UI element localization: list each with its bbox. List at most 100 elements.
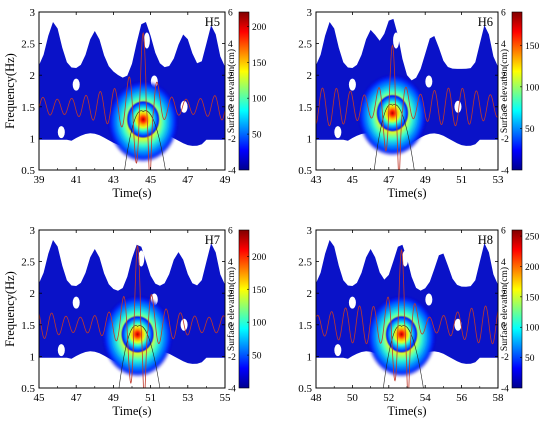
right-tick-label: 0 [501, 103, 506, 113]
y-tick-label: 2 [30, 70, 36, 82]
envelope-gap [72, 78, 80, 91]
x-tick-label: 53 [182, 392, 194, 404]
x-tick-label: 45 [34, 392, 46, 404]
plot-area [316, 18, 498, 170]
panel-label: H8 [478, 233, 493, 247]
right-tick-label: -2 [501, 135, 509, 145]
envelope-gap [393, 32, 400, 49]
envelope-gap [57, 126, 65, 139]
right-tick-label: 0 [228, 321, 233, 331]
envelope-gap [402, 250, 409, 267]
envelope-gap [334, 344, 342, 357]
right-tick-label: 4 [228, 40, 233, 50]
envelope-gap [72, 296, 80, 309]
x-axis-label: Time(s) [387, 186, 426, 200]
x-axis-label: Time(s) [112, 186, 151, 200]
energy-peak [385, 315, 418, 354]
right-tick-label: 6 [228, 9, 233, 19]
x-tick-label: 51 [145, 392, 156, 404]
colorbar [238, 229, 250, 389]
right-tick-label: -4 [501, 385, 509, 395]
right-tick-label: 6 [501, 227, 506, 237]
panel-label: H5 [205, 15, 220, 29]
envelope-gap [425, 75, 433, 88]
right-axis-label: Surface elevation(cm) [499, 267, 510, 351]
envelope-gap [425, 293, 433, 306]
x-tick-label: 58 [493, 392, 505, 404]
y-tick-label: 2.5 [298, 39, 312, 51]
y-tick-label: 1 [30, 133, 36, 145]
colorbar-tick-label: 200 [252, 253, 267, 263]
panel-h5: 39 41 43 45 47 49 0.5 1 1.5 2 2.5 3 -4 -2 0 2 4 6 Time(s) F… [3, 7, 267, 200]
x-axis-label: Time(s) [387, 404, 426, 418]
colorbar [511, 229, 523, 389]
right-axis-label: Surface elevation(cm) [226, 267, 237, 351]
envelope-gap [454, 318, 462, 331]
colorbar-tick-label: 250 [525, 233, 540, 243]
right-tick-label: 4 [228, 258, 233, 268]
y-tick-label: 0.5 [298, 165, 312, 177]
y-tick-label: 3 [30, 7, 36, 19]
plot-area [316, 240, 498, 388]
y-tick-label: 2 [30, 288, 36, 300]
x-tick-label: 48 [311, 392, 323, 404]
x-axis-label: Time(s) [112, 404, 151, 418]
panel-h8: 48 50 52 54 56 58 0.5 1 1.5 2 2.5 3 -4 -2 0 2 4 6 Time(s) S… [298, 225, 539, 418]
right-tick-label: 0 [228, 103, 233, 113]
surface-elevation-wave [316, 248, 498, 388]
right-tick-label: 6 [501, 9, 506, 19]
x-tick-label: 43 [108, 174, 120, 186]
envelope-gap [348, 78, 356, 91]
right-tick-label: -4 [228, 385, 236, 395]
surface-elevation-wave [39, 31, 225, 170]
colorbar [511, 11, 523, 171]
surface-elevation-wave [39, 244, 225, 388]
right-tick-label: -4 [228, 167, 236, 177]
envelope-gap [348, 296, 356, 309]
right-tick-label: 2 [228, 72, 233, 82]
x-tick-label: 43 [311, 174, 323, 186]
y-tick-label: 2 [307, 288, 313, 300]
right-tick-label: 4 [501, 40, 506, 50]
panel-h6: 43 45 47 49 51 53 0.5 1 1.5 2 2.5 3 -4 -2 0 2 4 6 Time(s) S… [298, 7, 539, 200]
y-tick-label: 1 [30, 351, 36, 363]
x-tick-label: 54 [420, 392, 432, 404]
panel-label: H7 [205, 233, 220, 247]
colorbar-tick-label: 150 [252, 59, 267, 69]
x-tick-label: 47 [383, 174, 395, 186]
right-axis-label: Surface elevation(cm) [499, 49, 510, 133]
x-tick-label: 49 [420, 174, 432, 186]
contour-line [118, 325, 161, 388]
y-tick-label: 2.5 [21, 257, 35, 269]
x-tick-label: 55 [220, 392, 232, 404]
plot-area [39, 22, 225, 170]
x-tick-label: 50 [347, 392, 359, 404]
contour-line [383, 325, 424, 388]
right-tick-label: 4 [501, 258, 506, 268]
panel-label: H6 [478, 15, 493, 29]
colorbar-tick-label: 100 [252, 95, 267, 105]
colorbar-tick-label: 100 [252, 319, 267, 329]
x-tick-label: 47 [71, 392, 83, 404]
x-tick-label: 49 [220, 174, 232, 186]
y-tick-label: 2.5 [21, 39, 35, 51]
colorbar-tick-label: 150 [525, 293, 540, 303]
x-tick-label: 51 [456, 174, 467, 186]
envelope-gap [454, 100, 462, 113]
x-tick-label: 49 [108, 392, 120, 404]
colorbar-tick-label: 50 [252, 131, 262, 141]
y-tick-label: 3 [30, 225, 36, 237]
y-tick-label: 1.5 [298, 102, 312, 114]
colorbar [238, 11, 250, 171]
envelope-gap [57, 344, 65, 357]
colorbar-tick-label: 50 [525, 125, 535, 135]
envelope-gap [180, 100, 188, 113]
x-tick-label: 39 [34, 174, 46, 186]
y-tick-label: 0.5 [21, 383, 35, 395]
colorbar-tick-label: 200 [525, 263, 540, 273]
y-axis-label: Frequency(Hz) [3, 271, 17, 347]
y-tick-label: 0.5 [21, 165, 35, 177]
envelope-gap [334, 126, 342, 139]
colorbar-tick-label: 50 [525, 354, 535, 364]
x-tick-label: 45 [347, 174, 359, 186]
